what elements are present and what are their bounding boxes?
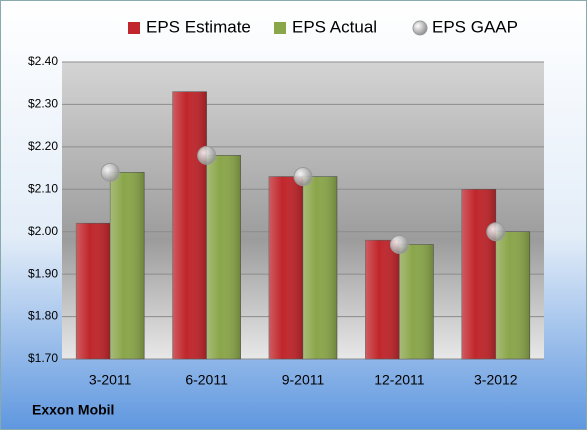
x-tick-label: 9-2011	[282, 372, 325, 388]
y-tick-label: $2.20	[28, 139, 58, 153]
y-tick-label: $2.30	[28, 97, 58, 111]
bar-shine	[172, 91, 207, 359]
legend-marker	[412, 20, 428, 36]
point	[100, 162, 120, 182]
point	[486, 222, 506, 242]
bar-shine	[303, 176, 337, 359]
x-tick-label: 3-2012	[474, 372, 518, 388]
bar-shine	[269, 176, 303, 359]
point	[197, 145, 217, 165]
x-tick-label: 6-2011	[185, 372, 228, 388]
bar-shine	[399, 244, 434, 359]
x-tick-label: 12-2011	[374, 372, 425, 388]
annotation: Exxon Mobil	[32, 402, 114, 418]
legend-marker	[274, 22, 286, 34]
y-tick-label: $2.10	[28, 181, 58, 195]
bar-shine	[365, 240, 400, 359]
legend-marker	[128, 22, 140, 34]
y-tick-label: $2.40	[28, 54, 58, 68]
bar-shine	[495, 231, 530, 359]
x-tick-label: 3-2011	[89, 372, 132, 388]
y-tick-label: $2.00	[28, 224, 58, 238]
legend-label: EPS GAAP	[432, 17, 518, 36]
y-tick-label: $1.90	[28, 266, 58, 280]
y-tick-label: $1.80	[28, 309, 58, 323]
legend-label: EPS Actual	[292, 17, 377, 36]
bar-shine	[461, 189, 496, 359]
point	[293, 167, 313, 187]
point	[389, 234, 409, 254]
bar-shine	[110, 172, 145, 359]
y-tick-label: $1.70	[28, 351, 58, 365]
legend-label: EPS Estimate	[146, 17, 251, 36]
bar-shine	[76, 223, 111, 359]
bar-shine	[206, 155, 241, 359]
